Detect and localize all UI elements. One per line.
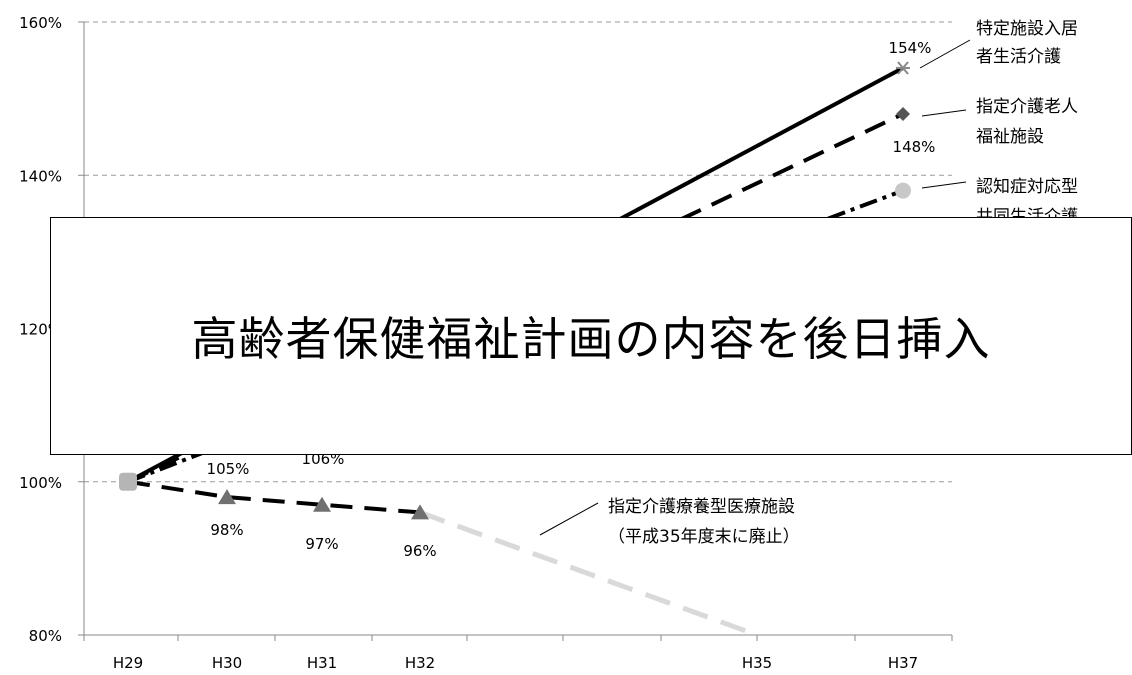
marker-star (896, 61, 910, 75)
y-tick-label: 100% (19, 474, 62, 492)
marker-start (119, 472, 137, 491)
placeholder-text: 高齢者保健福祉計画の内容を後日挿入 (191, 312, 991, 366)
series-label: 特定施設入居 (976, 19, 1078, 39)
leader-line (921, 181, 967, 189)
series-label: 指定介護老人 (976, 97, 1078, 117)
data-label: 96% (403, 542, 436, 560)
y-tick-label: 140% (19, 167, 62, 185)
data-label: 97% (305, 535, 338, 553)
x-tick-label: H35 (742, 654, 772, 672)
data-label: 98% (210, 521, 243, 539)
marker-circle (895, 182, 911, 199)
data-label: 148% (893, 138, 936, 156)
series-label: 認知症対応型 (976, 177, 1078, 197)
leader-line (921, 109, 967, 117)
leader-line (539, 502, 599, 536)
y-tick-label: 160% (19, 14, 62, 32)
x-tick-label: H30 (212, 654, 242, 672)
data-label: 105% (207, 460, 250, 478)
leader-line (919, 39, 971, 69)
marker-stroke (897, 61, 909, 75)
x-tick-label: H37 (888, 654, 918, 672)
marker-triangle (411, 504, 429, 520)
data-label: 154% (889, 39, 932, 57)
series-projection-line (419, 510, 758, 638)
marker-triangle (218, 489, 236, 505)
x-tick-label: H29 (113, 654, 143, 672)
y-tick-label: 80% (29, 627, 62, 645)
x-tick-label: H31 (307, 654, 337, 672)
series-label: 者生活介護 (976, 47, 1061, 67)
series-label: 福祉施設 (976, 127, 1044, 147)
series-label: （平成35年度末に廃止） (608, 527, 800, 547)
placeholder-overlay: 高齢者保健福祉計画の内容を後日挿入 (50, 217, 1132, 455)
marker-diamond (896, 106, 910, 121)
series-line-3 (127, 479, 421, 515)
x-tick-label: H32 (405, 654, 435, 672)
series-label: 指定介護療養型医療施設 (608, 497, 795, 517)
marker-triangle (313, 496, 331, 512)
